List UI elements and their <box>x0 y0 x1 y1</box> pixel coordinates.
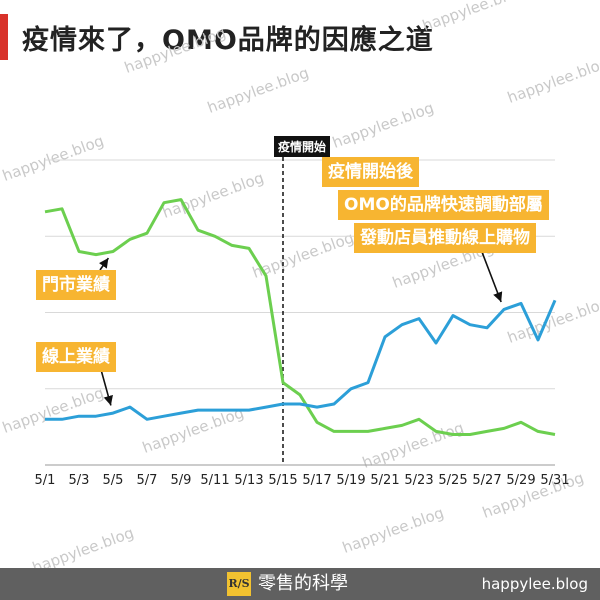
annotation-arrow <box>99 365 113 406</box>
x-tick-label: 5/19 <box>336 473 365 488</box>
annotation-online-push-line-3: 發動店員推動線上購物 <box>354 223 536 253</box>
x-tick-label: 5/3 <box>69 473 90 488</box>
x-tick-label: 5/7 <box>137 473 158 488</box>
x-tick-label: 5/13 <box>234 473 263 488</box>
x-tick-label: 5/5 <box>103 473 124 488</box>
gridlines <box>45 159 555 466</box>
series-lines <box>44 198 557 436</box>
annotation-store-sales: 門市業績 <box>36 270 116 300</box>
footer-bar: R/S 零售的科學 happylee.blog <box>0 568 600 600</box>
event-marker-label: 疫情開始 <box>274 136 331 157</box>
x-tick-label: 5/15 <box>268 473 297 488</box>
x-tick-label: 5/29 <box>506 473 535 488</box>
brand-logo: R/S <box>227 572 251 596</box>
x-axis-ticks: 5/1 5/3 5/5 5/7 5/9 5/11 5/13 5/15 5/17 5/19 5/21 5… <box>35 473 570 488</box>
x-tick-label: 5/23 <box>404 473 433 488</box>
annotation-arrows <box>98 251 503 406</box>
annotation-online-push-line-2: OMO的品牌快速調動部屬 <box>338 190 549 220</box>
annotation-online-sales: 線上業績 <box>36 342 116 372</box>
x-tick-label: 5/11 <box>200 473 229 488</box>
title-accent-bar <box>0 14 8 60</box>
x-tick-label: 5/1 <box>35 473 56 488</box>
series-line-1 <box>45 299 557 421</box>
x-tick-label: 5/17 <box>302 473 331 488</box>
x-tick-label: 5/27 <box>472 473 501 488</box>
series-line-0 <box>44 198 556 436</box>
footer-brand-name: 零售的科學 <box>258 573 348 594</box>
page-title: 疫情來了，OMO品牌的因應之道 <box>22 25 434 56</box>
x-tick-label: 5/25 <box>438 473 467 488</box>
annotation-arrow <box>98 257 110 271</box>
x-tick-label: 5/9 <box>171 473 192 488</box>
annotation-online-push-line-1: 疫情開始後 <box>322 157 419 187</box>
footer-site-url: happylee.blog <box>481 575 588 593</box>
annotation-arrow <box>481 251 503 303</box>
x-tick-label: 5/31 <box>540 473 569 488</box>
x-tick-label: 5/21 <box>370 473 399 488</box>
